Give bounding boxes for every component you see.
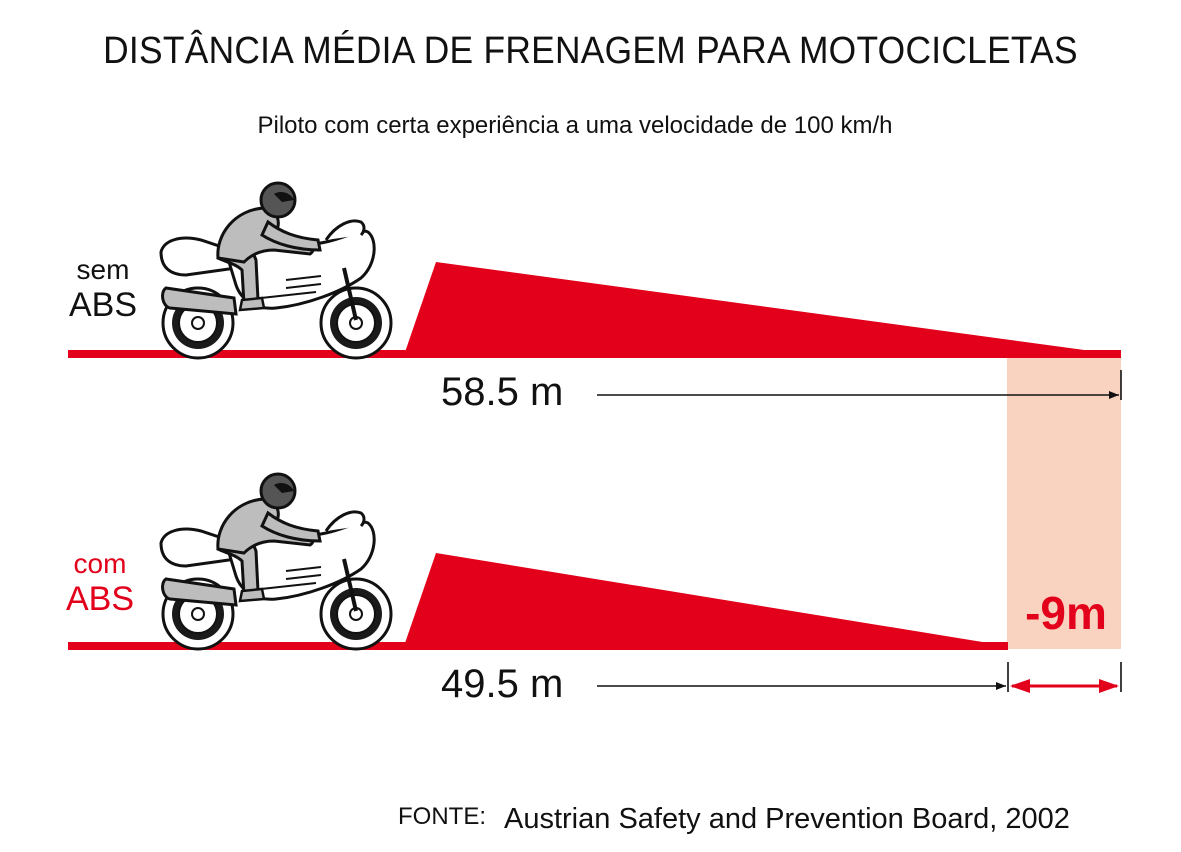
source-value: Austrian Safety and Prevention Board, 20…	[504, 803, 1070, 835]
row2-distance-label: 49.5 m	[441, 662, 564, 706]
row1-label-line2: ABS	[68, 286, 138, 324]
row2-label: com ABS	[55, 548, 145, 619]
row2-label-line2: ABS	[65, 580, 135, 618]
difference-arrow-left-head	[1010, 679, 1030, 693]
source-citation: FONTE: Austrian Safety and Prevention Boa…	[398, 803, 1070, 836]
row2-label-line1: com	[73, 548, 127, 579]
difference-arrow-right-head	[1099, 679, 1119, 693]
motorcycle-rider-icon	[159, 181, 393, 360]
row1-label: sem ABS	[58, 254, 148, 325]
row2-braking-wedge	[404, 553, 1007, 646]
source-key: FONTE:	[398, 803, 486, 830]
row1-label-line1: sem	[76, 254, 130, 285]
motorcycle-rider-icon	[159, 472, 393, 651]
row1-braking-wedge	[404, 262, 1121, 355]
row1-distance-label: 58.5 m	[441, 370, 564, 414]
page-subtitle: Piloto com certa experiência a uma veloc…	[257, 112, 893, 139]
page-title: DISTÂNCIA MÉDIA DE FRENAGEM PARA MOTOCIC…	[103, 30, 1078, 72]
difference-highlight	[1007, 357, 1121, 649]
difference-label: -9m	[1025, 587, 1107, 639]
